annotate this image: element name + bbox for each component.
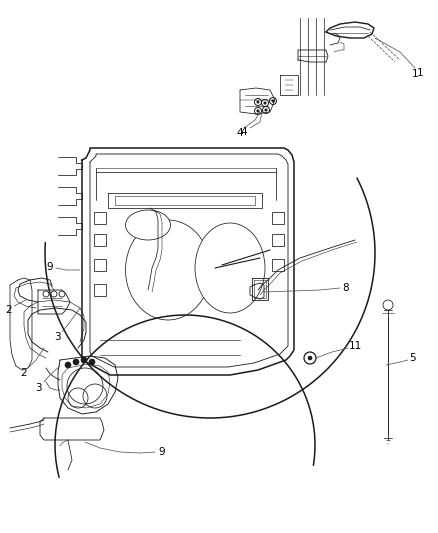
Circle shape: [257, 101, 259, 103]
Circle shape: [89, 359, 95, 365]
Text: 3: 3: [54, 332, 60, 342]
Text: 8: 8: [343, 283, 350, 293]
FancyBboxPatch shape: [94, 234, 106, 246]
Text: 4: 4: [237, 128, 244, 138]
Ellipse shape: [126, 220, 211, 320]
FancyBboxPatch shape: [272, 234, 284, 246]
Text: 4: 4: [241, 127, 247, 137]
Circle shape: [65, 362, 71, 368]
Text: 9: 9: [47, 262, 53, 272]
FancyBboxPatch shape: [272, 259, 284, 271]
Ellipse shape: [126, 210, 170, 240]
Text: 9: 9: [159, 447, 165, 457]
Ellipse shape: [195, 223, 265, 313]
FancyBboxPatch shape: [272, 212, 284, 224]
FancyBboxPatch shape: [94, 212, 106, 224]
Text: 11: 11: [348, 341, 362, 351]
FancyBboxPatch shape: [94, 259, 106, 271]
Circle shape: [265, 109, 267, 111]
Text: 1: 1: [412, 69, 418, 79]
Circle shape: [257, 110, 259, 112]
Circle shape: [308, 356, 312, 360]
Circle shape: [264, 102, 266, 104]
Text: 1: 1: [417, 68, 423, 78]
FancyBboxPatch shape: [94, 284, 106, 296]
Circle shape: [272, 100, 274, 102]
Text: 5: 5: [410, 353, 416, 363]
Text: 2: 2: [6, 305, 12, 315]
Circle shape: [81, 357, 87, 363]
Text: 3: 3: [35, 383, 41, 393]
Circle shape: [73, 359, 79, 365]
Text: 2: 2: [21, 368, 27, 378]
